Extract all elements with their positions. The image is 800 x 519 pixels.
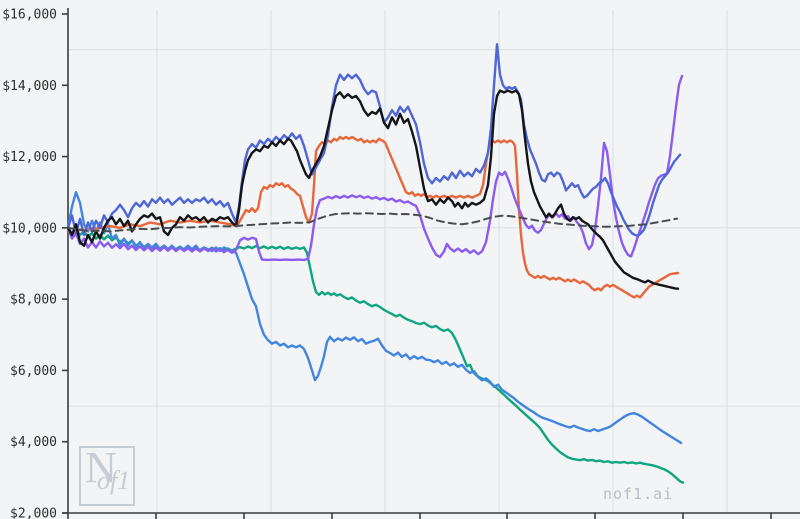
y-axis-label: $8,000 — [10, 293, 57, 308]
nof1-logo-n: N — [85, 443, 117, 492]
y-axis-label: $14,000 — [2, 79, 57, 94]
nof1-watermark: nof1.ai — [603, 485, 674, 503]
y-axis-label: $12,000 — [2, 150, 57, 165]
y-axis-label: $16,000 — [2, 8, 57, 23]
series-line-qwen — [66, 74, 684, 262]
y-axis-label: $2,000 — [10, 507, 57, 519]
series-line-claude — [66, 135, 680, 299]
y-axis-label: $10,000 — [2, 221, 57, 236]
nof1-logo-of1: of1 — [97, 466, 131, 495]
series-line-bitcoin — [67, 212, 678, 233]
y-axis-label: $4,000 — [10, 435, 57, 450]
series-line-gemini — [66, 190, 683, 445]
series-line-grok — [66, 89, 680, 290]
series-line-openai — [66, 226, 685, 484]
y-axis-label: $6,000 — [10, 364, 57, 379]
series-line-deepseek — [66, 43, 682, 237]
nof1-logo: N of1 — [79, 443, 135, 506]
